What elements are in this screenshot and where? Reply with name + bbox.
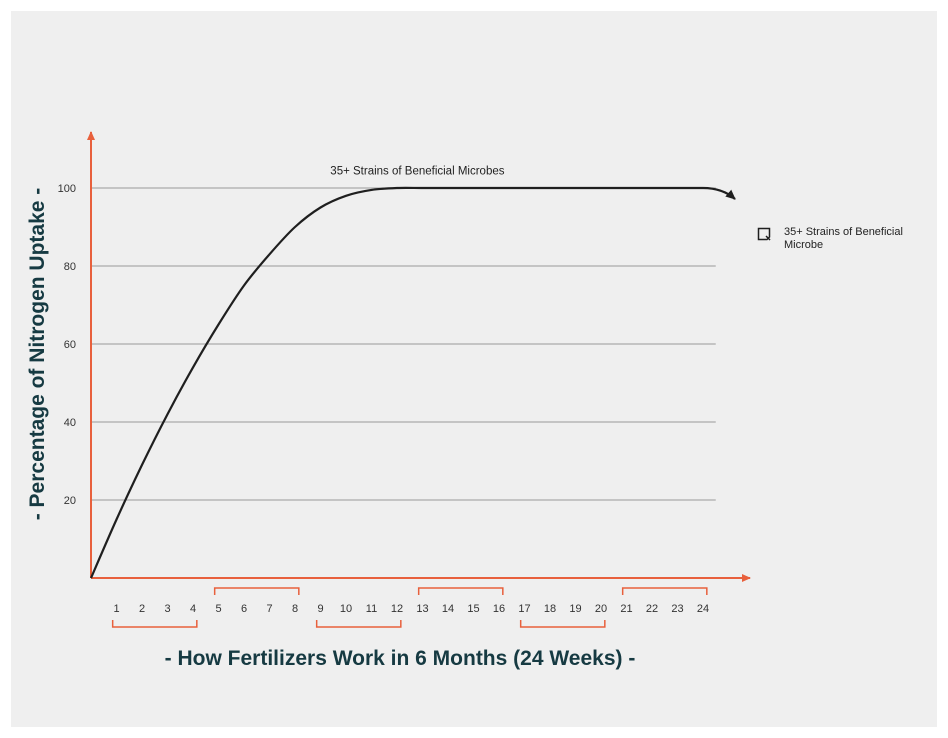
month-bracket <box>315 620 402 628</box>
x-tick-label: 11 <box>366 603 377 615</box>
x-tick-label: 23 <box>671 603 683 615</box>
x-tick-label: 15 <box>467 603 479 615</box>
x-tick-label: 5 <box>215 603 221 615</box>
x-tick-label: 16 <box>493 603 505 615</box>
x-tick-label: 7 <box>266 603 272 615</box>
x-tick-label: 10 <box>340 603 352 615</box>
chart-panel <box>11 11 937 727</box>
x-tick-label: 17 <box>518 603 530 615</box>
y-tick-label: 20 <box>64 495 76 507</box>
x-tick-label: 9 <box>317 603 323 615</box>
y-tick-label: 40 <box>64 417 76 429</box>
x-tick-label: 24 <box>697 603 709 615</box>
y-tick-label: 100 <box>58 183 76 195</box>
y-axis-title: - Percentage of Nitrogen Uptake - <box>26 187 49 521</box>
month-bracket <box>621 587 708 595</box>
x-tick-label: 14 <box>442 603 454 615</box>
month-bracket <box>417 587 504 595</box>
curve-annotation: 35+ Strains of Beneficial Microbes <box>330 165 504 177</box>
legend-marker-icon <box>757 227 771 241</box>
series-line <box>89 186 736 579</box>
month-bracket <box>519 620 606 628</box>
x-tick-label: 4 <box>190 603 196 615</box>
x-tick-label: 8 <box>292 603 298 615</box>
month-bracket <box>213 587 300 595</box>
x-tick-label: 22 <box>646 603 658 615</box>
x-tick-label: 3 <box>164 603 170 615</box>
y-tick-label: 60 <box>64 339 76 351</box>
month-bracket <box>111 620 198 628</box>
x-tick-label: 13 <box>416 603 428 615</box>
x-tick-label: 20 <box>595 603 607 615</box>
y-tick-label: 80 <box>64 261 76 273</box>
x-tick-label: 2 <box>139 603 145 615</box>
x-tick-label: 12 <box>391 603 403 615</box>
x-tick-label: 6 <box>241 603 247 615</box>
x-axis-title: - How Fertilizers Work in 6 Months (24 W… <box>164 647 636 670</box>
x-tick-label: 1 <box>113 603 119 615</box>
x-tick-label: 18 <box>544 603 556 615</box>
legend-label: 35+ Strains of Beneficial Microbe <box>784 226 903 251</box>
x-tick-label: 19 <box>569 603 581 615</box>
x-tick-label: 21 <box>620 603 632 615</box>
